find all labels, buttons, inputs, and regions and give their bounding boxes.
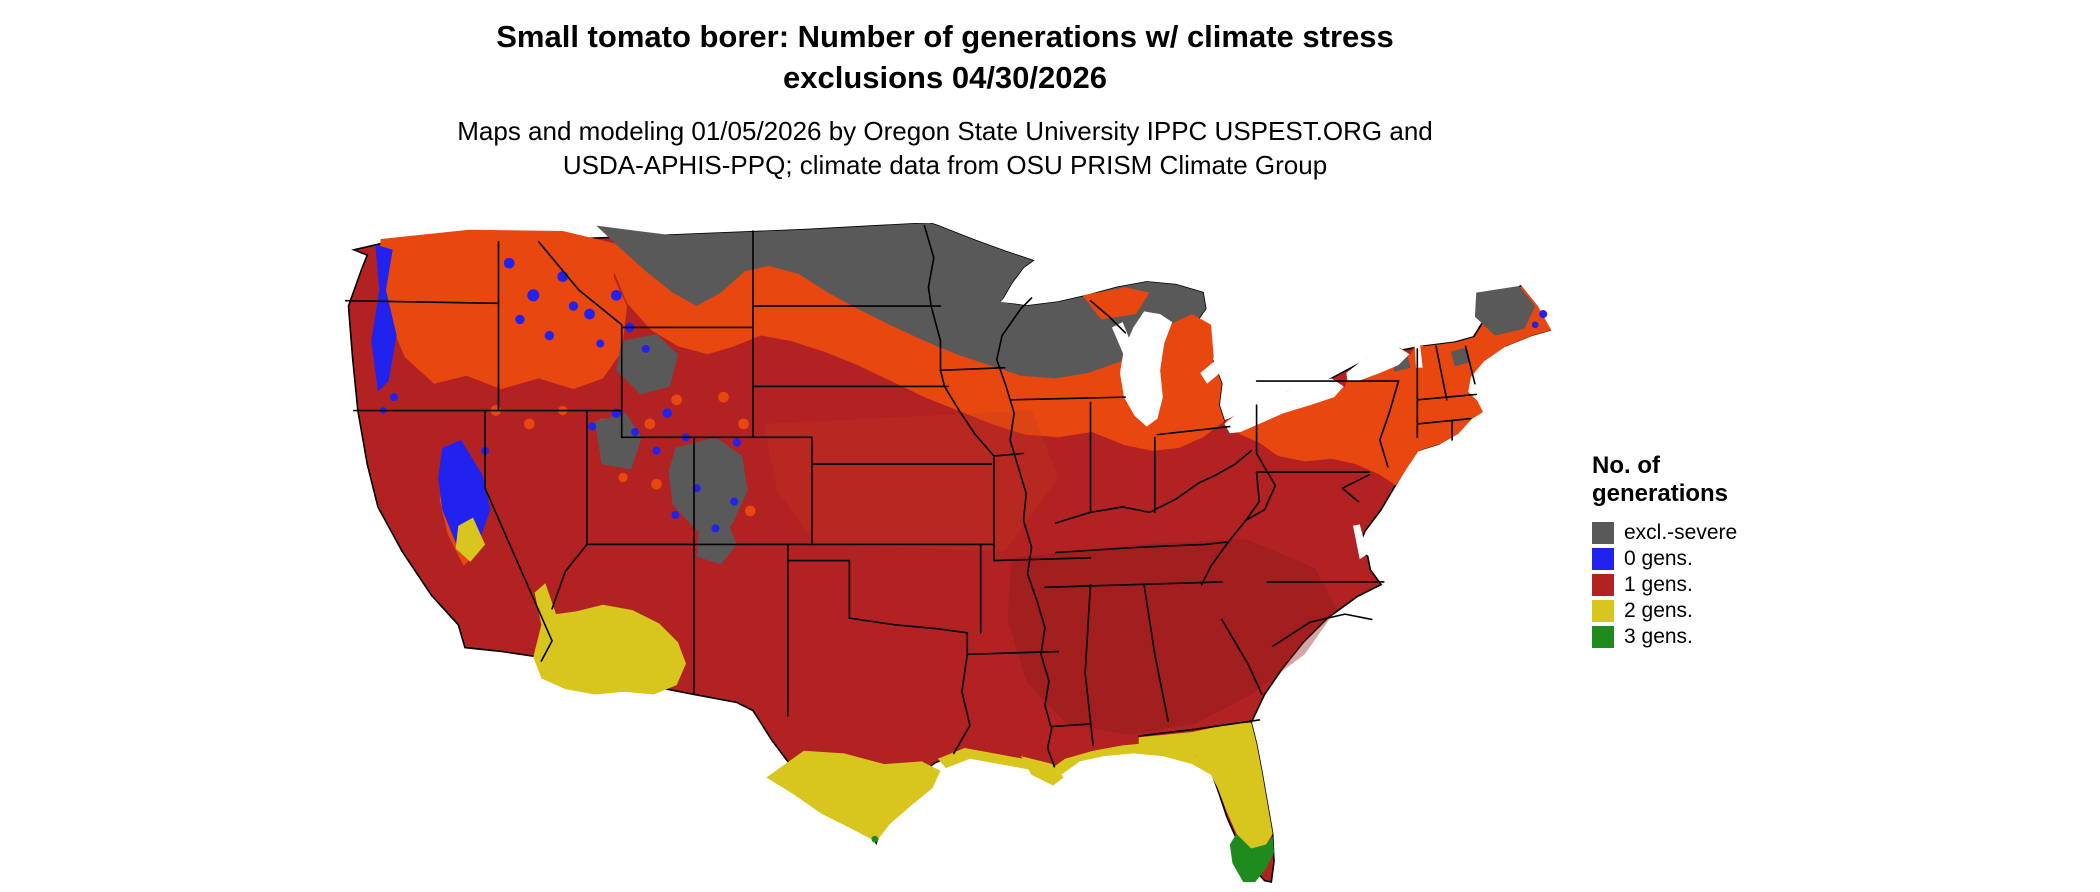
legend-label: 0 gens. <box>1624 547 1693 570</box>
legend-item: 3 gens. <box>1592 624 1892 650</box>
legend-title-line2: generations <box>1592 480 1729 507</box>
page-title-line2: exclusions 04/30/2026 <box>782 60 1107 95</box>
us-generations-map <box>335 223 1554 886</box>
legend-item: excl.-severe <box>1592 520 1892 546</box>
chesapeake-bay <box>1353 524 1368 560</box>
legend-items: excl.-severe 0 gens. 1 gens. 2 gens. 3 gens. <box>1592 520 1892 650</box>
map-subtitle-line1: Maps and modeling 01/05/2026 by Oregon S… <box>457 116 1433 146</box>
legend-swatch <box>1592 548 1614 570</box>
map-subtitle-line2: USDA-APHIS-PPQ; climate data from OSU PR… <box>562 150 1328 180</box>
plains-red-wash <box>763 410 1059 552</box>
legend-swatch <box>1592 600 1614 622</box>
state-borders <box>344 224 1478 768</box>
legend-label: excl.-severe <box>1624 521 1738 544</box>
legend-item: 2 gens. <box>1592 598 1892 624</box>
legend-label: 2 gens. <box>1624 599 1693 622</box>
region-0-gens <box>371 244 1548 553</box>
lake-erie <box>1224 378 1344 434</box>
map-legend: No. of generations excl.-severe 0 gens. 1 … <box>1592 452 1892 650</box>
legend-label: 1 gens. <box>1624 573 1693 596</box>
map-subtitle: Maps and modeling 01/05/2026 by Oregon S… <box>335 114 1555 182</box>
region-2-gens <box>455 517 1273 850</box>
region-excl-severe <box>594 223 1536 565</box>
legend-label: 3 gens. <box>1624 625 1693 648</box>
legend-swatch <box>1592 522 1614 544</box>
map-header: Small tomato borer: Number of generation… <box>335 16 1555 182</box>
great-lakes <box>1000 233 1423 560</box>
region-3-gens <box>871 833 1274 882</box>
lake-superior <box>1000 233 1214 305</box>
legend-swatch <box>1592 574 1614 596</box>
lake-michigan <box>1119 311 1173 427</box>
page-title-line1: Small tomato borer: Number of generation… <box>496 19 1394 54</box>
green-bay <box>1111 322 1134 356</box>
lake-ontario <box>1346 347 1410 382</box>
lake-huron <box>1208 284 1276 398</box>
legend-swatch <box>1592 626 1614 648</box>
saginaw-bay <box>1200 359 1224 384</box>
legend-item: 0 gens. <box>1592 546 1892 572</box>
us-map-svg <box>344 223 1552 883</box>
legend-title-line1: No. of <box>1592 452 1660 479</box>
region-orange-lakes-detail <box>1082 287 1214 398</box>
legend-item: 1 gens. <box>1592 572 1892 598</box>
